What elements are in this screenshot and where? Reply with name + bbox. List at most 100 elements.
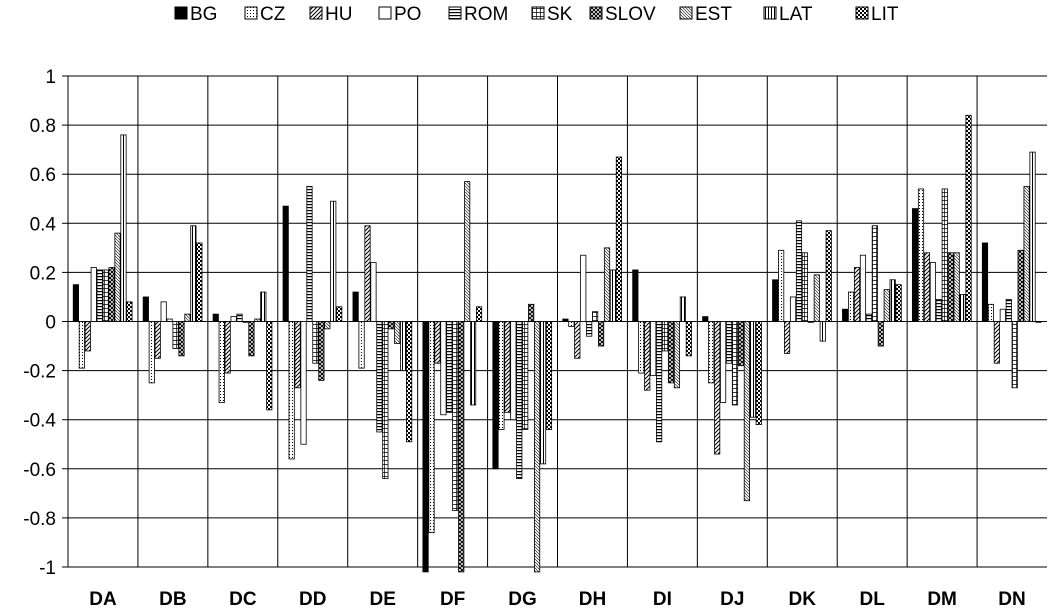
- bar-est-dk: [813, 274, 820, 322]
- y-tick-label: 1: [45, 67, 56, 88]
- bar-rom-dc: [236, 313, 243, 322]
- bar-po-dd: [300, 321, 307, 445]
- x-tick-label: DJ: [720, 589, 744, 610]
- y-tick-label: 0.8: [30, 116, 56, 137]
- legend-label-rom: ROM: [464, 4, 508, 25]
- legend-label-lit: LIT: [871, 4, 899, 25]
- bar-lit-di: [685, 321, 692, 357]
- bar-po-da: [90, 267, 97, 322]
- bar-po-de: [370, 262, 377, 322]
- bar-rom-df: [446, 321, 453, 413]
- bar-hu-dl: [853, 267, 861, 322]
- x-tick-label: DK: [789, 589, 817, 610]
- legend-label-lat: LAT: [779, 4, 813, 25]
- bar-po-db: [160, 301, 167, 322]
- bar-rom-dd: [306, 186, 313, 322]
- x-tick-label: DG: [508, 589, 537, 610]
- legend-label-slov: SLOV: [605, 4, 656, 25]
- bar-lat-dn: [1029, 151, 1036, 322]
- bar-cz-dk: [778, 249, 785, 322]
- bar-lat-dh: [609, 269, 617, 322]
- legend-label-hu: HU: [325, 4, 352, 25]
- bar-cz-dg: [498, 321, 505, 430]
- bar-bg-di: [632, 269, 639, 322]
- bar-hu-dh: [574, 321, 581, 359]
- bar-lit-dj: [755, 321, 762, 426]
- bar-lit-dm: [965, 114, 972, 322]
- bar-lit-dl: [895, 284, 902, 322]
- bar-slov-dj: [737, 321, 745, 367]
- bar-bg-df: [422, 321, 429, 573]
- bar-po-dl: [859, 254, 867, 322]
- bar-lat-df: [470, 321, 477, 406]
- bar-hu-dm: [923, 252, 931, 322]
- legend-swatch-po: [378, 6, 392, 20]
- bar-hu-de: [364, 225, 371, 322]
- bar-cz-de: [358, 321, 365, 369]
- bar-slov-di: [667, 321, 675, 384]
- legend-swatch-sk: [531, 6, 545, 20]
- bar-slov-dn: [1017, 249, 1024, 322]
- bar-bg-da: [72, 284, 79, 322]
- bar-cz-di: [638, 321, 645, 374]
- bar-lat-db: [190, 225, 197, 322]
- bar-cz-dl: [848, 291, 855, 322]
- bar-slov-dm: [947, 252, 954, 322]
- bar-bg-dl: [842, 308, 849, 322]
- bar-lit-dn: [1035, 321, 1042, 323]
- bar-cz-dn: [987, 303, 995, 322]
- bar-lat-di: [679, 296, 686, 322]
- bar-lat-dc: [260, 291, 267, 322]
- bar-lit-dh: [615, 156, 622, 322]
- bar-lat-da: [120, 134, 127, 322]
- bar-bg-dk: [772, 279, 779, 322]
- bar-rom-dj: [725, 321, 733, 364]
- x-tick-label: DC: [229, 589, 257, 610]
- bar-hu-dd: [294, 321, 301, 389]
- y-tick-label: -0.4: [23, 411, 56, 432]
- bar-sk-dn: [1011, 321, 1018, 389]
- bar-hu-db: [154, 321, 161, 359]
- bar-hu-dn: [993, 321, 1000, 364]
- legend-label-est: EST: [695, 4, 732, 25]
- y-tick-label: 0.4: [30, 214, 57, 235]
- bar-sk-dk: [801, 252, 808, 322]
- y-tick-label: 0.6: [30, 165, 56, 186]
- bar-slov-db: [178, 321, 185, 357]
- bar-slov-dl: [877, 321, 884, 347]
- bar-slov-dh: [598, 321, 605, 347]
- bar-bg-dh: [562, 318, 569, 322]
- legend-label-cz: CZ: [260, 4, 286, 25]
- bar-sk-dl: [871, 225, 878, 322]
- bar-rom-dm: [935, 298, 942, 322]
- bar-sk-db: [172, 321, 179, 349]
- bar-sk-dd: [312, 321, 319, 364]
- bar-est-dn: [1023, 186, 1030, 322]
- bar-lat-dj: [749, 321, 756, 418]
- legend-label-bg: BG: [190, 4, 217, 25]
- bar-est-di: [673, 321, 681, 389]
- bar-cz-dm: [917, 188, 925, 322]
- bar-bg-dm: [911, 208, 919, 322]
- bar-slov-dk: [807, 321, 814, 323]
- bar-cz-dc: [218, 321, 225, 403]
- bar-bg-dj: [702, 316, 709, 322]
- y-tick-label: -0.2: [23, 362, 56, 383]
- bar-rom-de: [376, 321, 383, 433]
- bar-lit-db: [196, 242, 203, 322]
- bar-bg-dn: [981, 242, 989, 322]
- bar-sk-dh: [592, 311, 599, 322]
- bar-po-di: [650, 321, 657, 376]
- bar-est-dg: [534, 321, 541, 573]
- x-tick-label: DI: [653, 589, 672, 610]
- legend-label-po: PO: [394, 4, 421, 25]
- bar-lit-dk: [825, 230, 832, 322]
- bar-po-dn: [999, 308, 1006, 322]
- bar-po-dc: [230, 316, 237, 322]
- x-tick-label: DM: [927, 589, 957, 610]
- x-tick-label: DL: [860, 589, 886, 610]
- bar-lat-dl: [889, 279, 896, 322]
- bar-lit-dg: [545, 321, 553, 430]
- bar-bg-db: [142, 296, 149, 322]
- bar-slov-dd: [318, 321, 325, 381]
